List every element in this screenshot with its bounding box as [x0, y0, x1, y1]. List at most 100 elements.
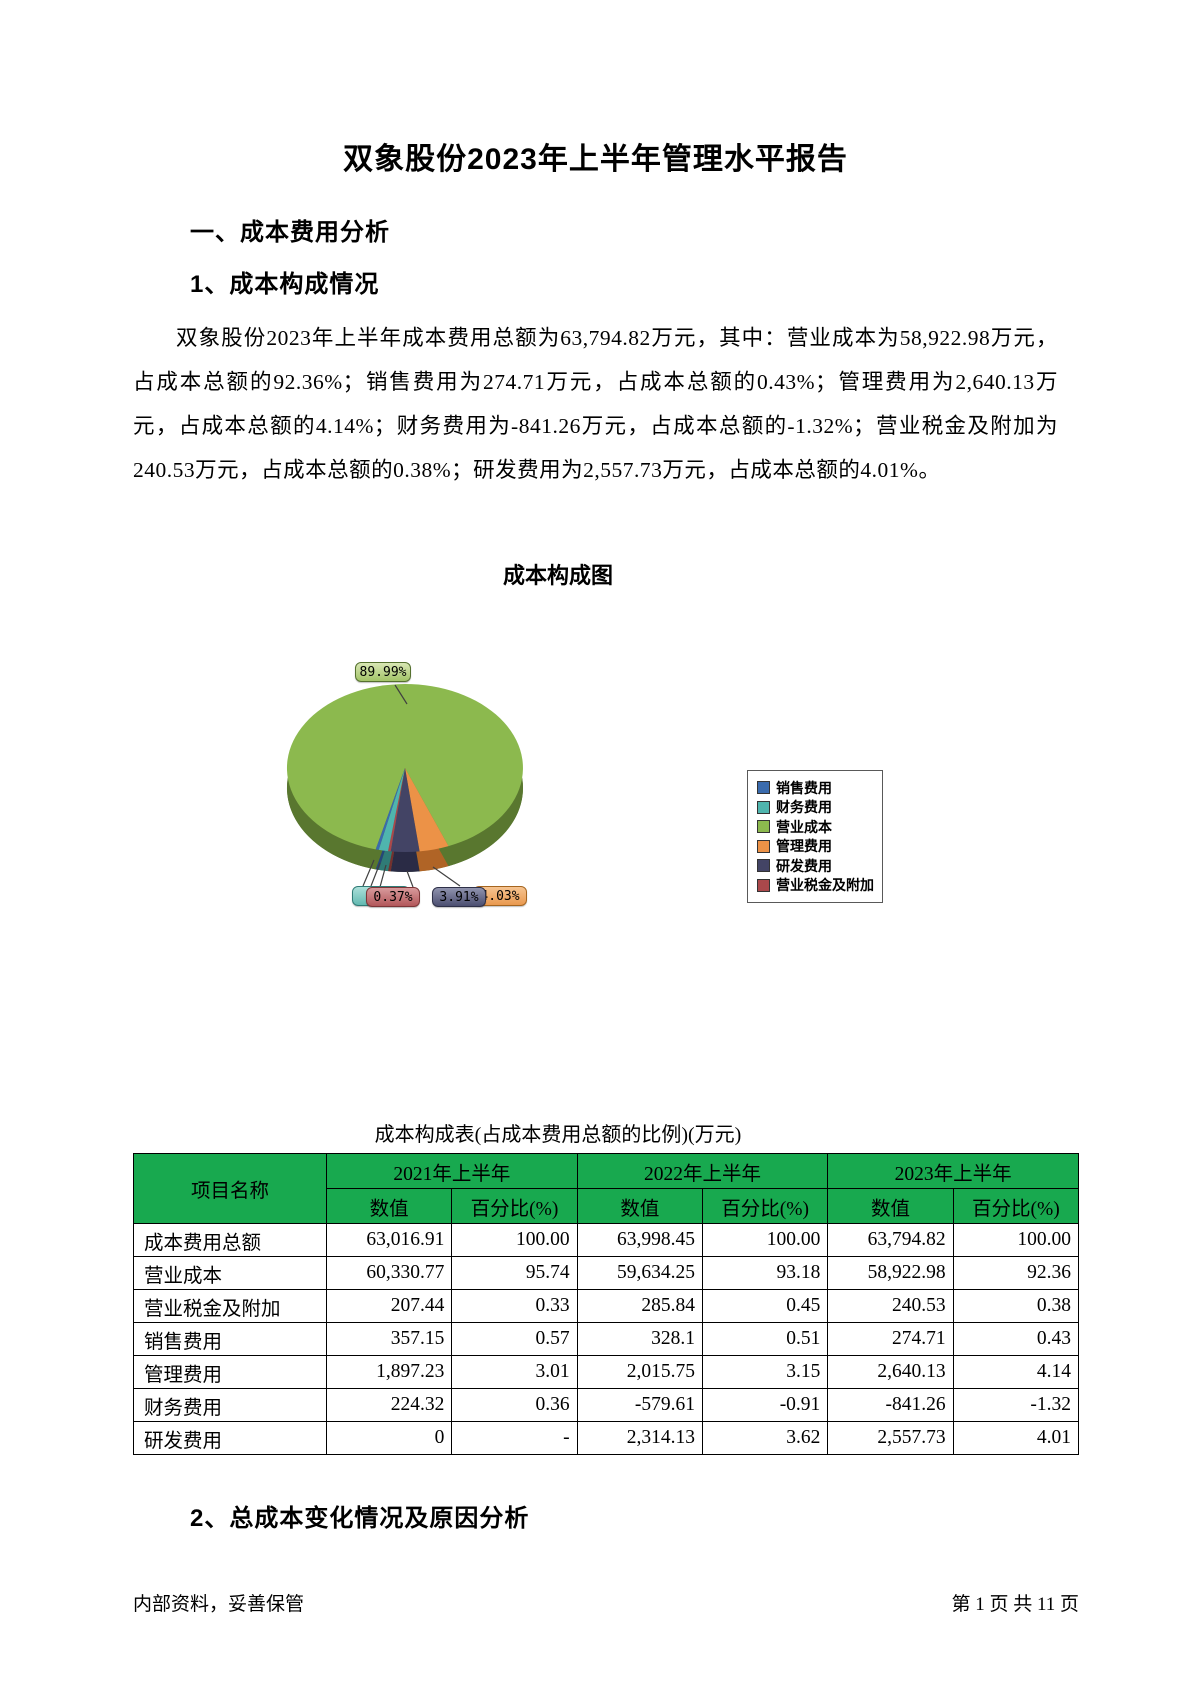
pie-label-main: 89.99% — [355, 662, 411, 682]
table-cell: 3.15 — [701, 1355, 829, 1389]
table-cell: 3.01 — [451, 1355, 578, 1389]
pie-slice-销售费用 — [375, 768, 405, 850]
subsection-heading-cost-composition: 1、成本构成情况 — [190, 271, 380, 298]
pie-slice-研发费用 — [390, 768, 420, 853]
table-sub-header: 数值 — [576, 1188, 703, 1224]
table-header-subs: 数值 百分比(%) 数值 百分比(%) 数值 百分比(%) — [134, 1188, 1080, 1224]
footer-confidential-note: 内部资料，妥善保管 — [133, 1594, 305, 1615]
legend-swatch-icon — [757, 859, 770, 873]
table-row: 研发费用 0-2,314.13 3.62 2,557.73 4.01 — [133, 1421, 1080, 1455]
table-cell: 93.18 — [701, 1256, 829, 1290]
table-row: 营业税金及附加 207.44 0.33 285.84 0.45 240.53 0.38 — [133, 1289, 1080, 1323]
cost-pie-chart: 89.99% 0.37% 4.03% 3.91% — [170, 630, 650, 920]
table-row: 销售费用 357.15 0.57 328.1 0.51 274.71 0.43 — [133, 1322, 1080, 1356]
table-cell: 1,897.23 — [325, 1355, 453, 1389]
pie-slice-营业成本 — [286, 684, 523, 850]
table-year-header: 2022年上半年 — [576, 1153, 829, 1189]
table-row: 财务费用 224.32 0.36 -579.61 -0.91 -841.26 -1.32 — [133, 1388, 1080, 1422]
table-row-name: 研发费用 — [133, 1421, 327, 1455]
table-cell: - — [451, 1421, 578, 1455]
table-cell: -579.61 — [576, 1388, 703, 1422]
page-title: 双象股份2023年上半年管理水平报告 — [343, 143, 848, 176]
table-cell: 0.38 — [952, 1289, 1080, 1323]
legend-label: 研发费用 — [776, 857, 832, 874]
table-row: 管理费用 1,897.23 3.01 2,015.75 3.15 2,640.13 4.14 — [133, 1355, 1080, 1389]
table-cell: 207.44 — [325, 1289, 453, 1323]
table-cell: -0.91 — [701, 1388, 829, 1422]
table-cell: 59,634.25 — [576, 1256, 703, 1290]
cost-table-body: 成本费用总额 63,016.91 100.00 63,998.45 100.00 63,7… — [133, 1223, 1080, 1455]
table-cell: 100.00 — [451, 1223, 578, 1257]
table-year-header: 2023年上半年 — [827, 1153, 1079, 1189]
table-cell: 95.74 — [451, 1256, 578, 1290]
legend-swatch-icon — [757, 839, 770, 853]
legend-item: 销售费用 — [757, 778, 878, 798]
legend-label: 营业成本 — [776, 818, 832, 835]
legend-swatch-icon — [757, 781, 770, 795]
table-cell: -1.32 — [952, 1388, 1080, 1422]
table-row-name: 营业税金及附加 — [133, 1289, 327, 1323]
table-cell: 0 — [325, 1421, 453, 1455]
table-corner-header: 项目名称 — [133, 1153, 327, 1224]
table-row: 成本费用总额 63,016.91 100.00 63,998.45 100.00 63,7… — [133, 1223, 1080, 1257]
pie-label-rd-expense: 3.91% — [432, 887, 486, 907]
table-cell: 328.1 — [576, 1322, 703, 1356]
table-cell: 0.51 — [701, 1322, 829, 1356]
legend-swatch-icon — [757, 820, 770, 834]
pie-label-admin-expense: 4.03% — [473, 886, 527, 906]
table-year-header: 2021年上半年 — [326, 1153, 578, 1189]
footer-page-number: 第 1 页 共 11 页 — [951, 1594, 1079, 1615]
table-cell: 4.01 — [952, 1421, 1080, 1455]
pie-slice-管理费用 — [405, 768, 449, 852]
table-cell: 2,314.13 — [576, 1421, 703, 1455]
table-row: 营业成本 60,330.77 95.74 59,634.25 93.18 58,922.9… — [133, 1256, 1080, 1290]
table-header-years: 项目名称 2021年上半年 2022年上半年 2023年上半年 — [133, 1153, 1079, 1224]
table-sub-header: 百分比(%) — [952, 1188, 1080, 1224]
cost-table: 项目名称 2021年上半年 2022年上半年 2023年上半年 数值 百分比(%) 数值百… — [133, 1153, 1080, 1455]
legend-item: 营业成本 — [757, 817, 878, 837]
table-cell: 274.71 — [827, 1322, 954, 1356]
legend-label: 财务费用 — [776, 799, 832, 816]
table-cell: 100.00 — [701, 1223, 829, 1257]
table-cell: 63,794.82 — [827, 1223, 954, 1257]
subsection-heading-total-cost-change: 2、总成本变化情况及原因分析 — [190, 1505, 530, 1532]
chart-title: 成本构成图 — [502, 563, 613, 588]
table-cell: 92.36 — [952, 1256, 1080, 1290]
table-cell: 63,016.91 — [325, 1223, 453, 1257]
table-row-name: 销售费用 — [133, 1322, 327, 1356]
chart-legend: 销售费用 财务费用 营业成本 管理费用 研发费用 营业税金及附加 — [747, 770, 883, 903]
cost-summary-paragraph: 双象股份2023年上半年成本费用总额为63,794.82万元，其中：营业成本为5… — [133, 326, 1058, 482]
table-row-name: 管理费用 — [133, 1355, 327, 1389]
table-cell: 2,557.73 — [827, 1421, 954, 1455]
legend-swatch-icon — [757, 800, 770, 814]
table-cell: 0.45 — [701, 1289, 829, 1323]
table-cell: 100.00 — [952, 1223, 1080, 1257]
table-cell: 357.15 — [325, 1322, 453, 1356]
table-cell: 3.62 — [701, 1421, 829, 1455]
table-sub-header: 百分比(%) — [451, 1188, 578, 1224]
pie-slice-营业税金及附加 — [388, 768, 405, 852]
table-sub-header: 数值 — [325, 1188, 453, 1224]
table-row-name: 财务费用 — [133, 1388, 327, 1422]
pie-svg — [286, 684, 523, 873]
table-cell: 0.57 — [451, 1322, 578, 1356]
table-cell: 63,998.45 — [576, 1223, 703, 1257]
table-sub-header: 数值 — [827, 1188, 954, 1224]
pie-slice-财务费用 — [378, 768, 405, 852]
legend-item: 研发费用 — [757, 856, 878, 876]
table-cell: 285.84 — [576, 1289, 703, 1323]
table-cell: 0.36 — [451, 1388, 578, 1422]
table-cell: 2,015.75 — [576, 1355, 703, 1389]
table-cell: 58,922.98 — [827, 1256, 954, 1290]
legend-label: 销售费用 — [776, 779, 832, 796]
legend-swatch-icon — [757, 878, 770, 892]
pie-label-tax: 0.37% — [366, 887, 420, 907]
table-cell: 0.43 — [952, 1322, 1080, 1356]
table-cell: 240.53 — [827, 1289, 954, 1323]
table-row-name: 成本费用总额 — [133, 1223, 327, 1257]
table-cell: 224.32 — [325, 1388, 453, 1422]
table-cell: 4.14 — [952, 1355, 1080, 1389]
legend-label: 营业税金及附加 — [776, 877, 874, 894]
section-heading-cost-analysis: 一、成本费用分析 — [190, 219, 390, 246]
